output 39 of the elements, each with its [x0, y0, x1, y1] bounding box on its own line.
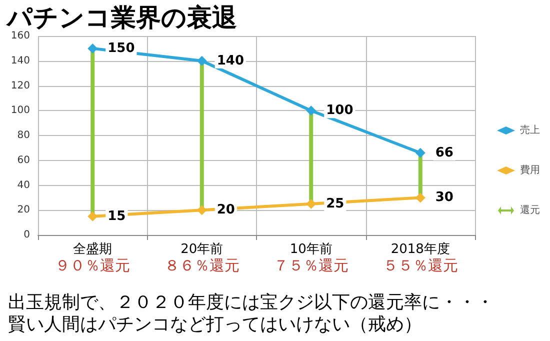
text: ８６％還元 — [164, 256, 240, 274]
legend-label: 還元 — [520, 204, 540, 216]
x-tick-label: 2018年度 — [390, 241, 450, 257]
chart-title: パチンコ業界の衰退 — [5, 3, 237, 32]
data-label: 140 — [216, 53, 244, 68]
y-tick-label: 140 — [10, 55, 30, 66]
legend-label: 売上 — [520, 124, 540, 136]
y-tick-label: 60 — [17, 154, 30, 166]
data-label: 66 — [435, 145, 454, 160]
x-tick-label: 10年前 — [290, 242, 332, 257]
data-label: 100 — [326, 103, 354, 118]
y-tick-label: 120 — [10, 80, 30, 92]
data-label: 15 — [108, 208, 126, 224]
point — [415, 148, 426, 158]
text: 出玉規制で、２０２０年度には宝クジ以下の還元率に・・・ — [8, 292, 494, 312]
point — [306, 198, 316, 209]
data-label: 150 — [108, 40, 135, 56]
text: ５５％還元 — [382, 256, 458, 274]
point — [88, 43, 98, 54]
text: ７５％還元 — [274, 256, 349, 274]
data-label: 25 — [326, 196, 344, 212]
point — [415, 192, 426, 203]
text: ９０％還元 — [55, 256, 130, 274]
y-tick-label: 20 — [17, 204, 30, 216]
x-tick-label: 全盛期 — [73, 242, 112, 257]
x-tick-label: 20年前 — [180, 242, 224, 257]
y-tick-label: 160 — [10, 30, 30, 42]
data-label: 20 — [216, 202, 235, 218]
y-tick-label: 80 — [17, 130, 30, 141]
y-tick-label: 100 — [10, 105, 30, 116]
legend-label: 費用 — [520, 164, 540, 176]
y-tick-label: 0 — [24, 230, 30, 240]
y-tick-label: 40 — [17, 180, 30, 191]
point — [88, 211, 98, 222]
point — [196, 205, 207, 216]
point — [306, 106, 316, 116]
text: 賢い人間はパチンコなど打ってはいけない（戒め） — [8, 314, 422, 334]
data-label: 30 — [435, 190, 454, 206]
point — [196, 56, 207, 66]
